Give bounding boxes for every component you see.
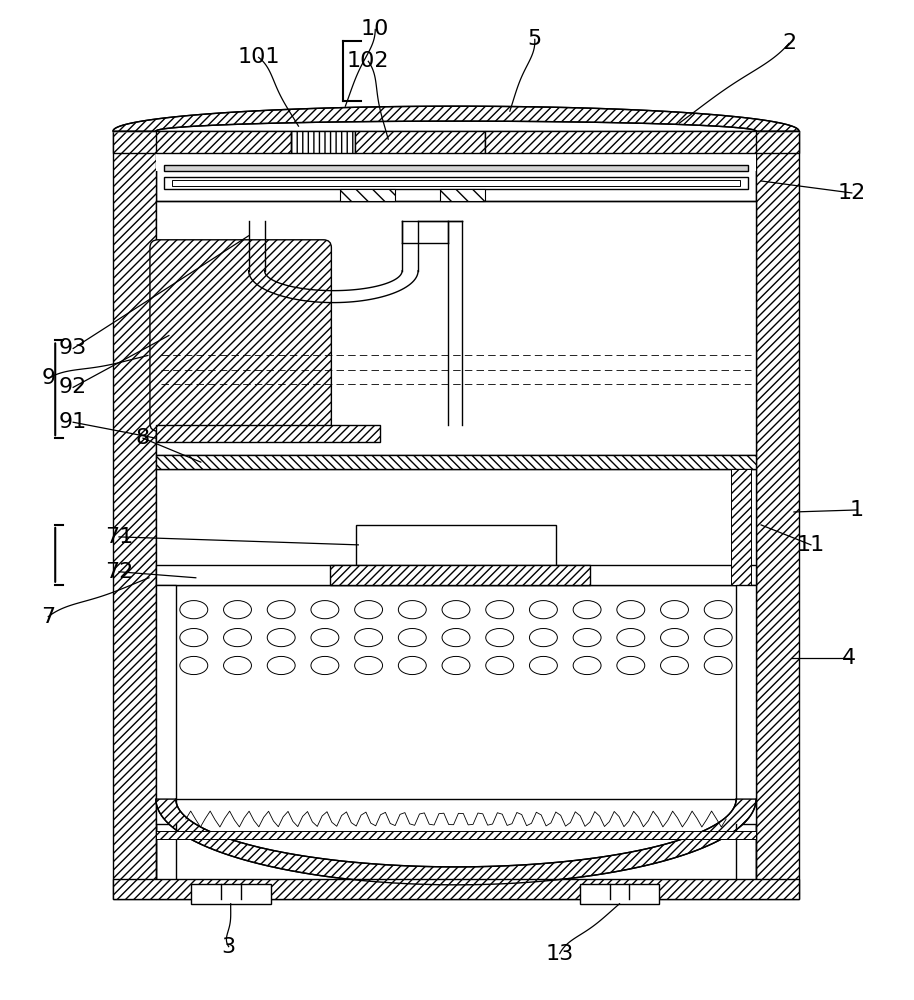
Ellipse shape [485,601,514,619]
Ellipse shape [399,656,426,675]
Text: 1: 1 [850,500,864,520]
Text: 4: 4 [842,648,856,668]
Text: 71: 71 [105,527,133,547]
Ellipse shape [355,656,383,675]
Ellipse shape [311,601,339,619]
Text: 101: 101 [238,47,280,67]
Bar [156,455,756,469]
Bar [164,177,749,189]
Bar [356,131,485,153]
Bar [156,565,756,585]
Ellipse shape [224,601,251,619]
Text: 93: 93 [59,338,88,358]
Bar [113,879,799,899]
Ellipse shape [661,629,688,647]
Ellipse shape [180,656,207,675]
Text: 10: 10 [361,19,389,39]
Bar [736,585,756,824]
Ellipse shape [485,656,514,675]
Ellipse shape [661,656,688,675]
Polygon shape [156,799,756,885]
Text: 5: 5 [527,29,542,49]
Ellipse shape [267,656,295,675]
Bar [156,131,756,899]
Text: 3: 3 [221,937,236,957]
Bar [113,131,799,153]
Bar [291,131,356,153]
Ellipse shape [573,601,601,619]
Text: 7: 7 [41,607,56,627]
Ellipse shape [661,601,688,619]
Bar [756,131,799,899]
Bar [330,565,590,585]
Bar [356,525,556,565]
Bar [172,180,740,186]
Polygon shape [113,106,799,131]
Ellipse shape [311,629,339,647]
FancyBboxPatch shape [150,240,332,431]
Ellipse shape [442,629,470,647]
Bar [440,189,485,201]
Bar [340,189,395,201]
Text: 92: 92 [59,377,88,397]
Ellipse shape [399,601,426,619]
Bar [156,153,756,171]
Ellipse shape [705,629,732,647]
Bar [485,131,756,153]
Bar [156,585,175,824]
Ellipse shape [705,601,732,619]
Ellipse shape [224,629,251,647]
Bar [731,469,751,585]
Text: 91: 91 [59,412,88,432]
Ellipse shape [573,656,601,675]
Ellipse shape [399,629,426,647]
Bar [156,425,380,442]
Text: 8: 8 [136,428,150,448]
Text: 2: 2 [781,33,796,53]
Bar [156,201,756,455]
Bar [156,831,756,839]
Ellipse shape [529,629,558,647]
Ellipse shape [573,629,601,647]
Text: 102: 102 [347,51,389,71]
Ellipse shape [617,656,644,675]
Ellipse shape [355,601,383,619]
Ellipse shape [705,656,732,675]
Ellipse shape [617,601,644,619]
Text: 13: 13 [546,944,574,964]
Ellipse shape [267,601,295,619]
Text: 11: 11 [797,535,825,555]
Ellipse shape [180,601,207,619]
Ellipse shape [617,629,644,647]
Text: 72: 72 [105,562,133,582]
Ellipse shape [529,601,558,619]
Text: 9: 9 [41,368,56,388]
Text: 12: 12 [837,183,866,203]
Ellipse shape [442,601,470,619]
Ellipse shape [529,656,558,675]
Ellipse shape [180,629,207,647]
Bar [113,131,156,899]
Bar [156,469,756,585]
Ellipse shape [311,656,339,675]
Bar [579,884,659,904]
Bar [191,884,271,904]
Ellipse shape [267,629,295,647]
Ellipse shape [224,656,251,675]
Ellipse shape [485,629,514,647]
Bar [164,165,749,171]
Ellipse shape [442,656,470,675]
Bar [156,131,291,153]
Ellipse shape [355,629,383,647]
